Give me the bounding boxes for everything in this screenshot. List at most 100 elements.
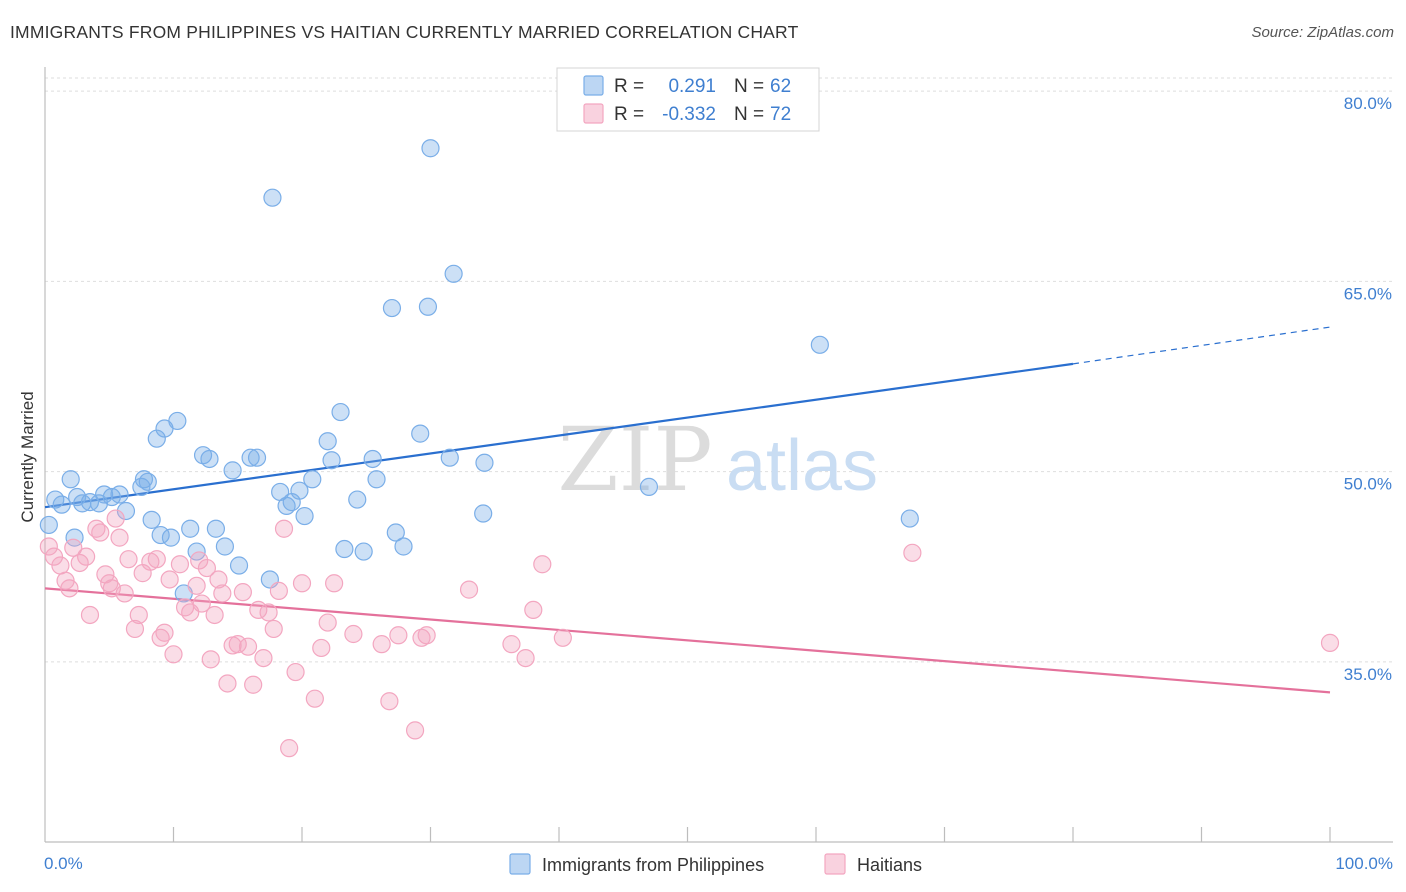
data-point-series-1[interactable] — [292, 574, 312, 593]
data-point-series-0[interactable] — [142, 510, 161, 529]
data-point-series-0[interactable] — [52, 495, 71, 514]
data-point-series-0[interactable] — [440, 448, 459, 467]
data-point-series-1[interactable] — [187, 576, 206, 595]
data-point-series-0[interactable] — [331, 402, 350, 422]
data-point-series-0[interactable] — [290, 481, 309, 500]
data-point-series-1[interactable] — [80, 605, 100, 625]
data-point-series-1[interactable] — [100, 574, 119, 593]
data-point-series-1[interactable] — [344, 624, 363, 644]
data-point-series-1[interactable] — [119, 550, 138, 569]
data-point-series-0[interactable] — [900, 509, 919, 528]
data-point-series-1[interactable] — [280, 739, 299, 758]
data-point-series-1[interactable] — [155, 623, 174, 642]
data-point-series-1[interactable] — [106, 509, 125, 528]
data-point-series-1[interactable] — [524, 600, 543, 620]
data-point-series-0[interactable] — [382, 298, 402, 318]
data-point-series-0[interactable] — [418, 297, 438, 316]
data-point-series-0[interactable] — [151, 525, 170, 545]
data-point-series-1[interactable] — [325, 574, 344, 593]
data-point-series-1[interactable] — [209, 570, 228, 589]
data-point-series-1[interactable] — [164, 645, 183, 664]
data-point-series-1[interactable] — [305, 689, 324, 708]
data-point-series-0[interactable] — [223, 461, 242, 480]
data-point-series-1[interactable] — [318, 613, 337, 632]
data-point-series-1[interactable] — [254, 648, 273, 668]
data-point-series-0[interactable] — [639, 477, 659, 496]
data-point-series-1[interactable] — [244, 675, 263, 694]
data-point-series-0[interactable] — [367, 470, 386, 489]
data-point-series-1[interactable] — [213, 584, 232, 603]
data-point-series-1[interactable] — [160, 570, 179, 589]
data-point-series-1[interactable] — [77, 547, 96, 566]
data-point-series-1[interactable] — [238, 637, 258, 656]
data-point-series-1[interactable] — [218, 674, 237, 693]
data-point-series-1[interactable] — [269, 581, 288, 600]
series-legend-label-1[interactable]: Haitians — [857, 855, 922, 875]
data-point-series-1[interactable] — [412, 628, 431, 647]
data-point-series-0[interactable] — [394, 537, 413, 556]
data-point-series-1[interactable] — [205, 605, 224, 625]
data-point-series-1[interactable] — [274, 519, 294, 538]
data-point-series-0[interactable] — [444, 264, 463, 283]
data-point-series-0[interactable] — [474, 504, 493, 523]
data-point-series-0[interactable] — [354, 542, 373, 561]
data-point-series-0[interactable] — [335, 539, 354, 559]
data-point-series-1[interactable] — [459, 580, 479, 599]
data-point-series-1[interactable] — [516, 648, 535, 668]
data-point-series-1[interactable] — [417, 626, 436, 645]
data-point-series-1[interactable] — [91, 523, 110, 542]
data-point-series-1[interactable] — [60, 579, 79, 598]
data-point-series-1[interactable] — [233, 583, 252, 602]
series-legend-swatch-0[interactable] — [509, 853, 531, 875]
data-point-series-1[interactable] — [64, 538, 83, 557]
data-point-series-0[interactable] — [206, 519, 226, 538]
data-point-series-0[interactable] — [229, 556, 249, 575]
data-point-series-0[interactable] — [68, 487, 87, 507]
data-point-series-0[interactable] — [116, 501, 136, 521]
data-point-series-1[interactable] — [201, 650, 220, 669]
data-point-series-0[interactable] — [110, 485, 129, 504]
data-point-series-1[interactable] — [372, 635, 391, 654]
data-point-series-1[interactable] — [502, 635, 521, 654]
data-point-series-1[interactable] — [110, 528, 129, 547]
data-point-series-0[interactable] — [322, 451, 341, 470]
data-point-series-0[interactable] — [421, 139, 440, 158]
data-point-series-1[interactable] — [51, 556, 70, 575]
data-point-series-1[interactable] — [44, 547, 64, 566]
data-point-series-1[interactable] — [286, 662, 305, 682]
data-point-series-0[interactable] — [181, 519, 200, 538]
data-point-series-0[interactable] — [318, 432, 337, 451]
data-point-series-0[interactable] — [61, 470, 80, 489]
data-point-series-1[interactable] — [125, 619, 145, 639]
data-point-series-1[interactable] — [147, 550, 166, 569]
data-point-series-1[interactable] — [197, 558, 217, 578]
data-point-series-1[interactable] — [389, 626, 408, 645]
data-point-series-0[interactable] — [247, 448, 267, 467]
data-point-series-0[interactable] — [263, 188, 282, 207]
data-point-series-0[interactable] — [303, 470, 322, 489]
data-point-series-1[interactable] — [533, 555, 552, 574]
data-point-series-1[interactable] — [1320, 633, 1340, 652]
data-point-series-0[interactable] — [810, 335, 829, 354]
data-point-series-1[interactable] — [170, 555, 190, 574]
series-legend-swatch-1[interactable] — [824, 853, 846, 875]
data-point-series-0[interactable] — [411, 424, 430, 443]
data-point-series-1[interactable] — [259, 603, 278, 622]
data-point-series-1[interactable] — [102, 579, 121, 598]
data-point-series-0[interactable] — [295, 506, 314, 526]
data-point-series-0[interactable] — [475, 453, 494, 472]
data-point-series-0[interactable] — [200, 449, 219, 469]
data-point-series-0[interactable] — [241, 448, 260, 467]
data-point-series-1[interactable] — [903, 543, 922, 562]
data-point-series-1[interactable] — [192, 594, 211, 613]
data-point-series-1[interactable] — [190, 551, 209, 570]
data-point-series-1[interactable] — [312, 638, 331, 658]
data-point-series-0[interactable] — [138, 472, 157, 491]
data-point-series-1[interactable] — [264, 619, 283, 639]
data-point-series-1[interactable] — [405, 721, 425, 740]
data-point-series-1[interactable] — [553, 628, 572, 647]
data-point-series-0[interactable] — [168, 411, 187, 431]
series-legend-label-0[interactable]: Immigrants from Philippines — [542, 855, 764, 875]
data-point-series-1[interactable] — [129, 605, 148, 625]
data-point-series-0[interactable] — [147, 429, 166, 448]
